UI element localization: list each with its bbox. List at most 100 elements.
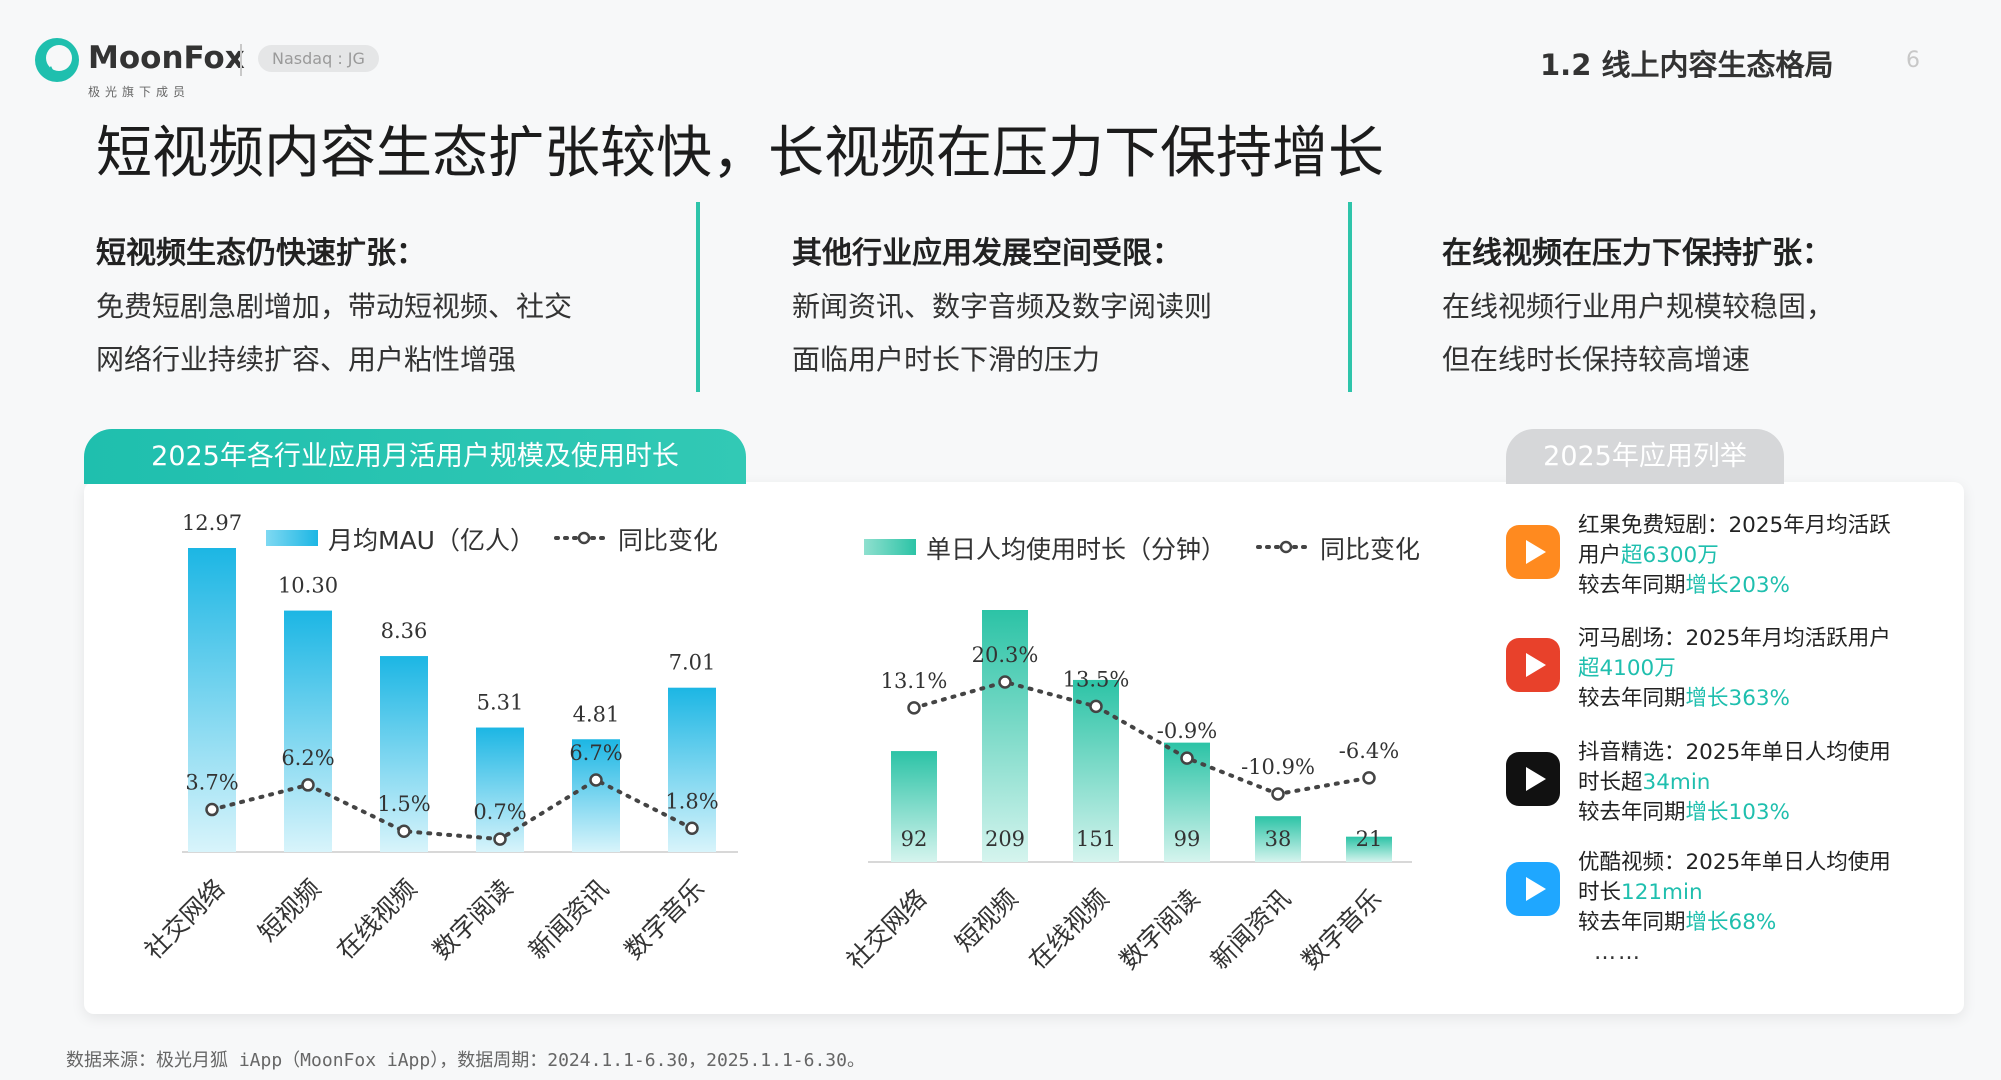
bar-value-label: 7.01 xyxy=(669,651,716,675)
yoy-point xyxy=(1180,751,1194,765)
category-label: 数字音乐 xyxy=(1296,884,1387,975)
column-2-line-2: 面临用户时长下滑的压力 xyxy=(792,343,1101,376)
yoy-label: 0.7% xyxy=(473,800,526,824)
yoy-label: 6.7% xyxy=(569,741,622,765)
yoy-point xyxy=(998,675,1012,689)
bar xyxy=(1255,816,1301,862)
bar xyxy=(572,739,620,852)
legend-line-label: 同比变化 xyxy=(1320,535,1420,564)
yoy-label: 1.8% xyxy=(665,789,718,813)
app-highlight: 增长203% xyxy=(1685,573,1790,598)
youku-icon xyxy=(1506,862,1560,916)
category-label: 新闻资讯 xyxy=(1205,884,1296,975)
yoy-label: 13.5% xyxy=(1063,667,1130,691)
yoy-label: -0.9% xyxy=(1157,719,1217,743)
moonfox-logo-icon xyxy=(35,38,79,82)
category-label: 数字阅读 xyxy=(1114,884,1205,975)
app-highlight: 34min xyxy=(1642,770,1711,795)
app-text-part: 较去年同期 xyxy=(1578,686,1686,711)
column-divider xyxy=(1348,202,1352,392)
app-highlight: 超4100万 xyxy=(1578,656,1676,681)
column-3-line-2: 但在线时长保持较高增速 xyxy=(1442,343,1751,376)
category-label: 社交网络 xyxy=(139,874,230,965)
app-description: 河马剧场：2025年月均活跃用户超4100万 较去年同期增长363% xyxy=(1578,624,1898,714)
bar-value-label: 12.97 xyxy=(182,511,242,535)
app-highlight: 增长363% xyxy=(1685,686,1790,711)
yoy-line xyxy=(210,777,694,842)
yoy-label: 6.2% xyxy=(281,746,334,770)
category-label: 数字音乐 xyxy=(619,874,710,965)
column-1-line-1: 免费短剧急剧增加，带动短视频、社交 xyxy=(96,290,573,323)
yoy-point xyxy=(493,832,507,846)
logo-divider xyxy=(240,44,242,76)
bar xyxy=(982,610,1028,862)
douyin-icon xyxy=(1506,752,1560,806)
bar xyxy=(284,610,332,852)
yoy-point xyxy=(1089,699,1103,714)
page-title: 短视频内容生态扩张较快，长视频在压力下保持增长 xyxy=(96,121,1384,186)
legend-line-label: 同比变化 xyxy=(618,526,718,555)
app-text-part: 优酷视频：2025年单日人均使用时长 xyxy=(1578,850,1891,905)
bar-value-label: 38 xyxy=(1265,827,1292,851)
app-text-part: 抖音精选：2025年单日人均使用时长超 xyxy=(1578,740,1891,795)
ticker-badge: Nasdaq : JG xyxy=(258,45,379,72)
app-text-part: 较去年同期 xyxy=(1578,800,1686,825)
bar xyxy=(1346,836,1392,862)
app-description: 抖音精选：2025年单日人均使用时长超34min 较去年同期增长103% xyxy=(1578,738,1898,828)
hema-icon xyxy=(1506,638,1560,692)
app-text-part: 较去年同期 xyxy=(1578,573,1686,598)
yoy-label: -10.9% xyxy=(1241,755,1315,779)
bar-value-label: 21 xyxy=(1356,827,1383,851)
hongguo-icon xyxy=(1506,525,1560,579)
column-3-title: 在线视频在压力下保持扩张： xyxy=(1442,236,1832,271)
category-label: 在线视频 xyxy=(331,874,422,965)
column-1-line-2: 网络行业持续扩容、用户粘性增强 xyxy=(96,343,517,376)
category-label: 在线视频 xyxy=(1023,884,1114,975)
legend-bar-label: 单日人均使用时长（分钟） xyxy=(926,535,1226,564)
yoy-point xyxy=(301,778,315,792)
yoy-label: 1.5% xyxy=(377,792,430,816)
bar xyxy=(891,751,937,862)
section-title: 1.2 线上内容生态格局 xyxy=(1540,48,1834,82)
bar-value-label: 10.30 xyxy=(278,574,338,598)
legend-bar-swatch xyxy=(266,530,318,546)
footer-source: 数据来源：极光月狐 iApp（MoonFox iApp），数据周期：2024.1… xyxy=(66,1050,865,1071)
legend-line-marker xyxy=(1279,540,1293,554)
app-description: 红果免费短剧：2025年月均活跃用户超6300万 较去年同期增长203% xyxy=(1578,511,1898,601)
column-3-line-1: 在线视频行业用户规模较稳固， xyxy=(1442,290,1835,323)
apps-tab-title: 2025年应用列举 xyxy=(1506,429,1784,484)
bar xyxy=(380,656,428,852)
yoy-point xyxy=(397,824,411,838)
more-ellipsis: …… xyxy=(1594,940,1642,965)
category-label: 短视频 xyxy=(253,874,327,948)
yoy-label: 13.1% xyxy=(881,669,948,693)
app-highlight: 增长68% xyxy=(1685,910,1777,935)
app-text-part: 河马剧场：2025年月均活跃用户 xyxy=(1578,626,1891,651)
yoy-line xyxy=(912,679,1371,797)
app-highlight: 超6300万 xyxy=(1621,543,1719,568)
bar xyxy=(188,548,236,852)
legend-line-marker xyxy=(577,531,591,545)
yoy-label: 3.7% xyxy=(185,771,238,795)
yoy-point xyxy=(589,773,603,787)
legend-bar-label: 月均MAU（亿人） xyxy=(328,526,535,555)
app-description: 优酷视频：2025年单日人均使用时长121min 较去年同期增长68% xyxy=(1578,848,1898,938)
bar-value-label: 151 xyxy=(1076,827,1116,851)
yoy-point xyxy=(205,802,219,817)
category-label: 短视频 xyxy=(950,884,1024,958)
brand-name: MoonFox xyxy=(88,40,245,76)
bar-value-label: 8.36 xyxy=(381,619,428,643)
app-highlight: 121min xyxy=(1621,880,1703,905)
app-text-part: 较去年同期 xyxy=(1578,910,1686,935)
chart-tab-title: 2025年各行业应用月活用户规模及使用时长 xyxy=(84,429,746,484)
column-divider xyxy=(696,202,700,392)
bar-value-label: 92 xyxy=(901,827,928,851)
app-highlight: 增长103% xyxy=(1685,800,1790,825)
bar-value-label: 5.31 xyxy=(477,691,524,715)
legend-bar-swatch xyxy=(864,539,916,555)
column-1-title: 短视频生态仍快速扩张： xyxy=(96,236,426,271)
yoy-point xyxy=(685,821,699,836)
page-number: 6 xyxy=(1906,48,1920,73)
brand-subtitle: 极光旗下成员 xyxy=(88,85,191,99)
